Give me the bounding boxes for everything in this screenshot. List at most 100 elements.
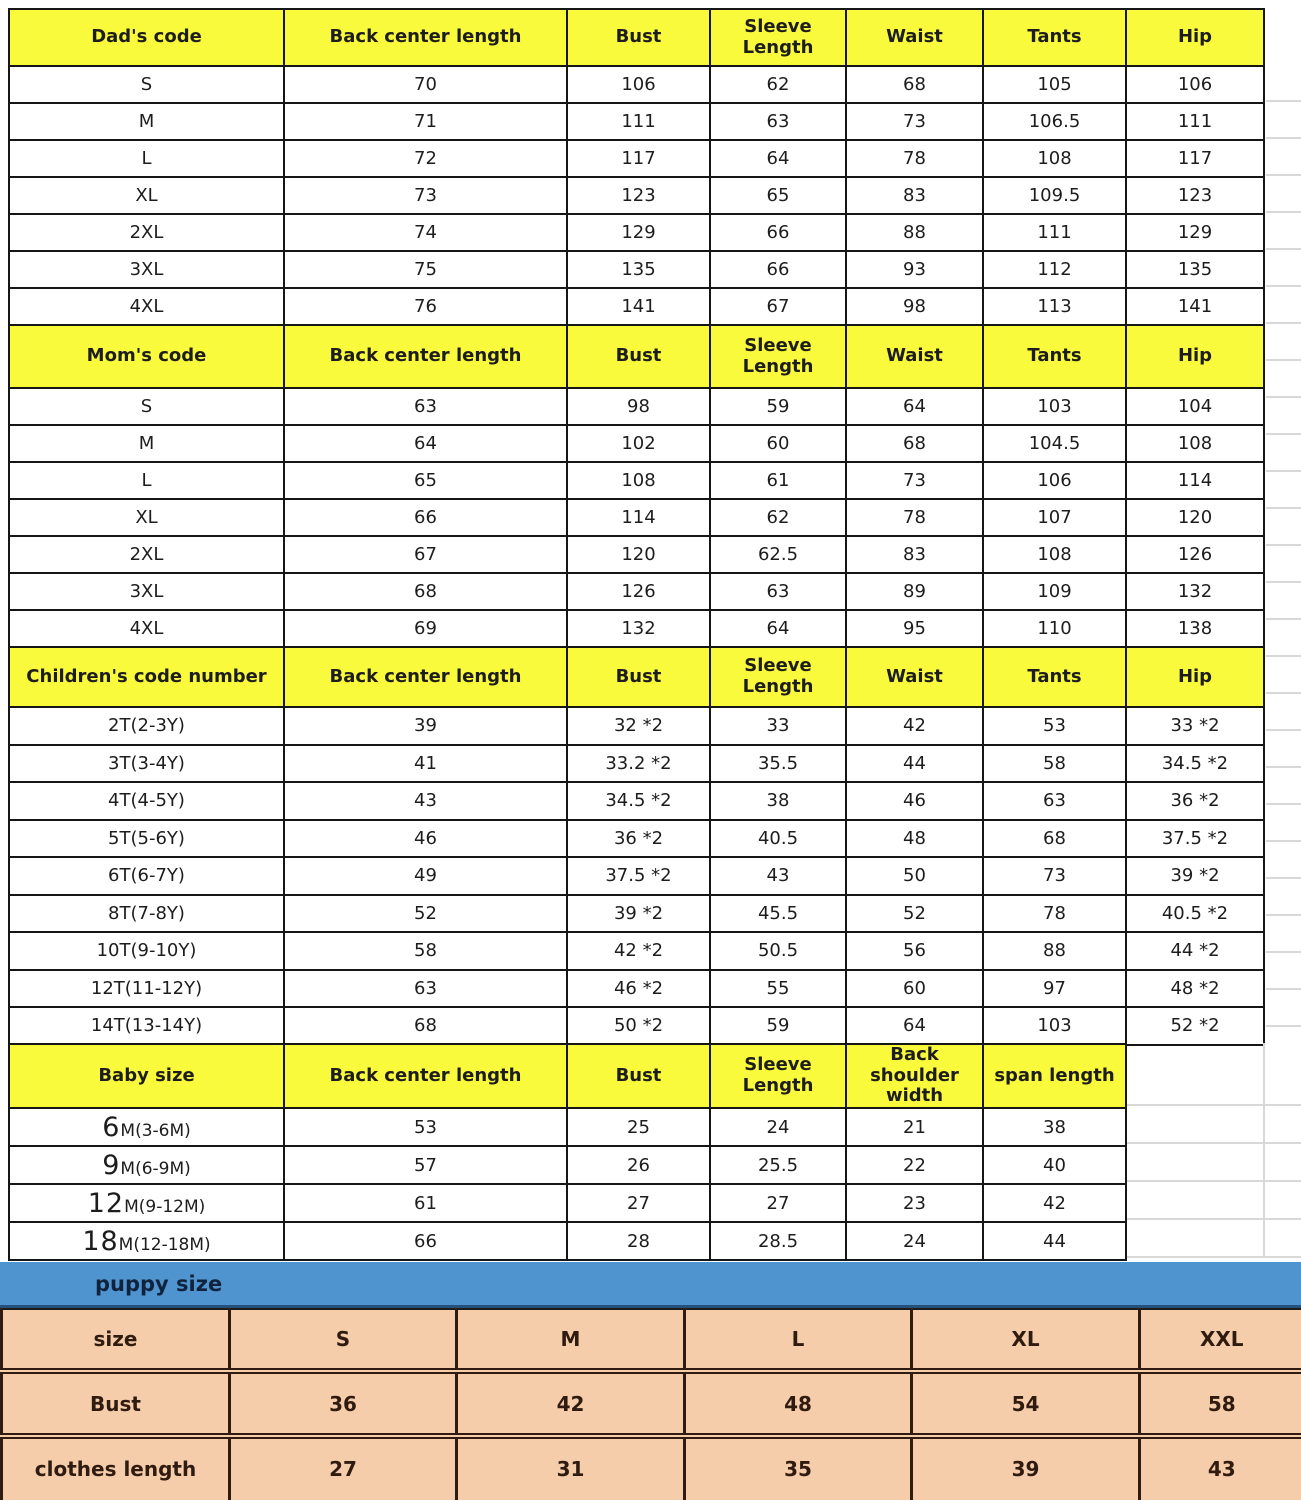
dad-table-row: XL 73 123 65 83 109.5 123 — [8, 176, 1265, 215]
puppy-row-label: Bust — [1, 1368, 230, 1436]
children-cell: 52 — [845, 893, 984, 933]
puppy-cell: 42 — [455, 1368, 685, 1436]
mom-column-header: Tants — [982, 324, 1127, 389]
dad-cell: 123 — [1125, 176, 1265, 215]
children-cell: 35.5 — [709, 743, 847, 783]
children-cell: 58 — [283, 931, 568, 971]
dad-cell: 76 — [283, 287, 568, 326]
children-column-header: Tants — [982, 646, 1127, 708]
mom-cell: 109 — [982, 572, 1127, 611]
dad-cell: L — [8, 139, 285, 178]
baby-cell: 28.5 — [709, 1221, 847, 1262]
children-header-row: Children's code number Back center length… — [8, 646, 1265, 708]
children-cell: 45.5 — [709, 893, 847, 933]
mom-cell: 106 — [982, 461, 1127, 500]
dad-cell: 65 — [709, 176, 847, 215]
children-cell: 39 *2 — [1125, 856, 1265, 896]
baby-size-range: M(3-6M) — [120, 1120, 191, 1141]
dad-cell: 73 — [845, 102, 984, 141]
children-table-row: 14T(13-14Y) 68 50 *2 59 64 103 52 *2 — [8, 1006, 1265, 1046]
puppy-cell: M — [455, 1309, 685, 1371]
dad-column-header: Bust — [566, 8, 711, 67]
children-cell: 58 — [982, 743, 1127, 783]
mom-cell: 66 — [283, 498, 568, 537]
puppy-cell: 27 — [228, 1433, 457, 1500]
children-cell: 50 — [845, 856, 984, 896]
puppy-cell: XL — [910, 1309, 1140, 1371]
mom-cell: 110 — [982, 609, 1127, 648]
puppy-cell: 35 — [683, 1433, 912, 1500]
dad-table-row: M 71 111 63 73 106.5 111 — [8, 102, 1265, 141]
baby-size-table: Baby size Back center length Bust Sleeve Le… — [8, 1042, 1127, 1262]
dad-table-row: 3XL 75 135 66 93 112 135 — [8, 250, 1265, 289]
puppy-row-label: size — [93, 1327, 138, 1351]
mom-cell: 68 — [845, 424, 984, 463]
children-column-header: Bust — [566, 646, 711, 708]
children-cell: 40.5 *2 — [1125, 893, 1265, 933]
children-cell: 44 *2 — [1125, 931, 1265, 971]
puppy-cell: S — [228, 1309, 457, 1371]
mom-table-row: S 63 98 59 64 103 104 — [8, 387, 1265, 426]
mom-cell: 126 — [1125, 535, 1265, 574]
children-cell: 78 — [982, 893, 1127, 933]
baby-column-header: Baby size — [8, 1042, 285, 1110]
spreadsheet-gridline-vertical — [1263, 1043, 1265, 1257]
children-cell: 63 — [982, 781, 1127, 821]
dad-cell: XL — [8, 176, 285, 215]
puppy-table-row: Bust 36 42 48 54 58 — [1, 1368, 1301, 1436]
dad-cell: 66 — [709, 250, 847, 289]
children-cell: 88 — [982, 931, 1127, 971]
mom-cell: 67 — [283, 535, 568, 574]
baby-column-header: Sleeve Length — [709, 1042, 847, 1110]
dad-cell: 108 — [982, 139, 1127, 178]
baby-cell: 21 — [845, 1107, 984, 1148]
puppy-cell: 43 — [1138, 1433, 1301, 1500]
mom-cell: 103 — [982, 387, 1127, 426]
mom-cell: 95 — [845, 609, 984, 648]
mom-cell: 108 — [566, 461, 711, 500]
baby-cell: 42 — [982, 1183, 1127, 1224]
baby-size-cell: 18M(12-18M) — [8, 1221, 285, 1262]
dad-cell: 73 — [283, 176, 568, 215]
puppy-size-banner: puppy size — [0, 1262, 1301, 1308]
mom-column-header: Waist — [845, 324, 984, 389]
mom-column-header: Mom's code — [8, 324, 285, 389]
children-cell: 36 *2 — [566, 818, 711, 858]
children-cell: 33 *2 — [1125, 706, 1265, 746]
mom-cell: 78 — [845, 498, 984, 537]
mom-column-header: Back center length — [283, 324, 568, 389]
dad-cell: 67 — [709, 287, 847, 326]
puppy-cell: 31 — [455, 1433, 685, 1500]
spreadsheet-gridlines-baby — [1127, 1068, 1301, 1258]
children-cell: 60 — [845, 968, 984, 1008]
mom-table-row: L 65 108 61 73 106 114 — [8, 461, 1265, 500]
dad-cell: 78 — [845, 139, 984, 178]
baby-column-header: span length — [982, 1042, 1127, 1110]
children-column-header: Back center length — [283, 646, 568, 708]
puppy-cell: L — [683, 1309, 912, 1371]
children-cell: 43 — [283, 781, 568, 821]
mom-cell: XL — [8, 498, 285, 537]
baby-table-row: 9M(6-9M) 57 26 25.5 22 40 — [8, 1145, 1127, 1186]
children-cell: 43 — [709, 856, 847, 896]
dad-cell: 98 — [845, 287, 984, 326]
mom-table-row: 3XL 68 126 63 89 109 132 — [8, 572, 1265, 611]
children-cell: 38 — [709, 781, 847, 821]
mom-cell: 132 — [566, 609, 711, 648]
children-cell: 52 *2 — [1125, 1006, 1265, 1046]
mom-column-header: Hip — [1125, 324, 1265, 389]
children-cell: 39 *2 — [566, 893, 711, 933]
dad-table-row: S 70 106 62 68 105 106 — [8, 65, 1265, 104]
baby-size-big-number: 12 — [87, 1187, 125, 1219]
mom-cell: 60 — [709, 424, 847, 463]
mom-column-header: Bust — [566, 324, 711, 389]
children-table-row: 4T(4-5Y) 43 34.5 *2 38 46 63 36 *2 — [8, 781, 1265, 821]
puppy-table-row: clothes length 27 31 35 39 43 — [1, 1433, 1301, 1500]
children-cell: 10T(9-10Y) — [8, 931, 285, 971]
dad-cell: 109.5 — [982, 176, 1127, 215]
mom-cell: 114 — [566, 498, 711, 537]
mom-cell: 63 — [709, 572, 847, 611]
baby-table-row: 6M(3-6M) 53 25 24 21 38 — [8, 1107, 1127, 1148]
puppy-table-row: size S M L XL XXL — [2, 1309, 1301, 1371]
